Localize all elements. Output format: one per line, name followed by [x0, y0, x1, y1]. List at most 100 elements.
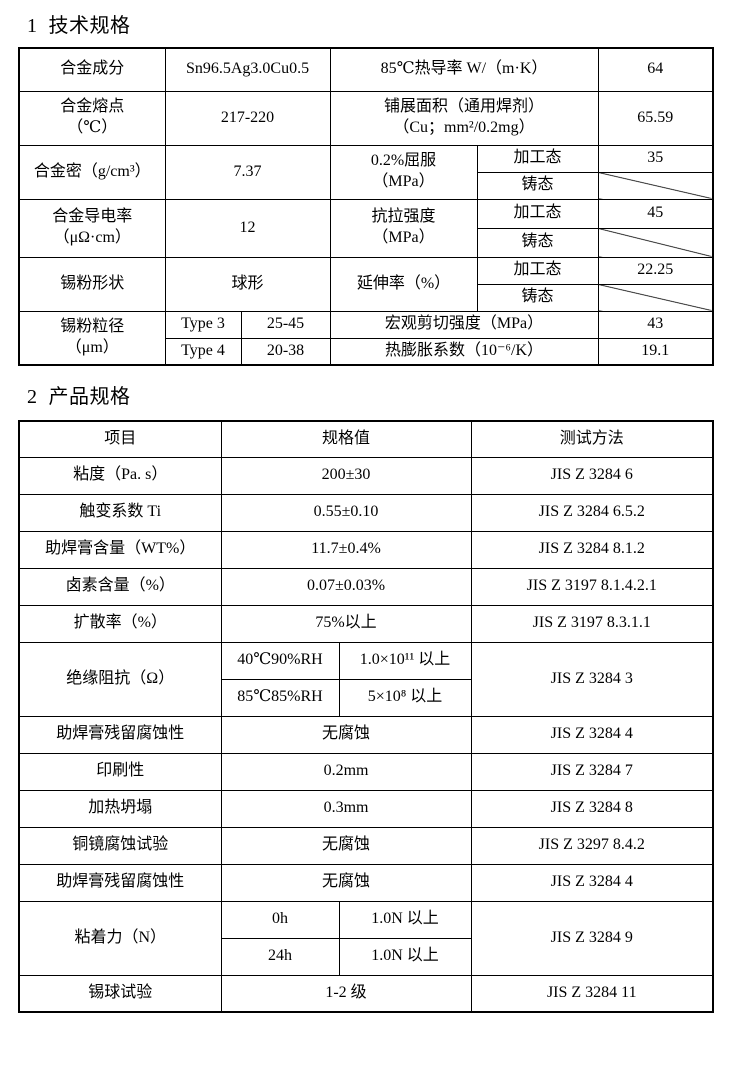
product-spec-table: 项目 规格值 测试方法 粘度（Pa. s） 200±30 JIS Z 3284 …: [18, 420, 715, 1013]
cell-printability-method: JIS Z 3284 7: [470, 752, 714, 791]
yield-strength-label-line2: （MPa）: [372, 173, 435, 190]
cell-density-label: 合金密（g/cm³）: [18, 144, 166, 200]
table-row: 粘度（Pa. s） 200±30 JIS Z 3284 6: [18, 456, 714, 495]
table-row: Type 4 20-38 热膨胀系数（10⁻⁶/K） 19.1: [19, 337, 714, 366]
cell-tensile-strength-label: 抗拉强度 （MPa）: [329, 198, 478, 258]
cell-tack-cond1: 0h: [220, 900, 340, 939]
particle-size-label-line1: 锡粉粒径: [60, 317, 125, 335]
cell-particle-type4-range: 20-38: [240, 337, 331, 366]
spread-area-label-line2: （Cu；mm²/0.2mg）: [393, 119, 535, 136]
spread-area-label-line1: 铺展面积（通用焊剂）: [383, 98, 544, 116]
cell-insulation-cond2: 85℃85%RH: [220, 678, 340, 717]
cell-thermal-conductivity-label: 85℃热导率 W/（m·K）: [329, 47, 599, 92]
cell-insulation-item: 绝缘阻抗（Ω）: [18, 641, 222, 717]
cell-residue-corrosion1-spec: 无腐蚀: [220, 715, 472, 754]
tech-spec-table: 合金成分 Sn96.5Ag3.0Cu0.5 85℃热导率 W/（m·K） 64 …: [18, 47, 714, 366]
cell-spread-rate-method: JIS Z 3197 8.3.1.1: [470, 604, 714, 643]
cell-copper-mirror-item: 铜镜腐蚀试验: [18, 826, 222, 865]
cell-printability-spec: 0.2mm: [220, 752, 472, 791]
cell-resistivity-value: 12: [164, 198, 331, 258]
cell-heat-slump-item: 加热坍塌: [18, 789, 222, 828]
cell-solder-ball-item: 锡球试验: [18, 974, 222, 1013]
cell-cte-label: 热膨胀系数（10⁻⁶/K）: [329, 337, 599, 366]
table-header-row: 项目 规格值 测试方法: [18, 420, 714, 458]
cell-melting-point-label: 合金熔点 （℃）: [18, 90, 166, 146]
cell-residue-corrosion2-spec: 无腐蚀: [220, 863, 472, 902]
cell-thermal-conductivity-value: 64: [597, 47, 714, 92]
cell-density-value: 7.37: [164, 144, 331, 200]
cell-particle-type3-range: 25-45: [240, 310, 331, 339]
cell-residue-corrosion2-item: 助焊膏残留腐蚀性: [18, 863, 222, 902]
cell-alloy-composition-value: Sn96.5Ag3.0Cu0.5: [164, 47, 331, 92]
table-row: 绝缘阻抗（Ω） 40℃90%RH 1.0×10¹¹ 以上 JIS Z 3284 …: [18, 641, 714, 717]
cell-printability-item: 印刷性: [18, 752, 222, 791]
cell-cte-value: 19.1: [597, 337, 714, 366]
cell-thixotropy-method: JIS Z 3284 6.5.2: [470, 493, 714, 532]
cell-residue-corrosion1-item: 助焊膏残留腐蚀性: [18, 715, 222, 754]
cell-residue-corrosion2-method: JIS Z 3284 4: [470, 863, 714, 902]
table-row: 助焊膏含量（WT%） 11.7±0.4% JIS Z 3284 8.1.2: [18, 530, 714, 569]
table-row: 锡球试验 1-2 级 JIS Z 3284 11: [18, 974, 714, 1013]
header-spec-value: 规格值: [220, 420, 472, 458]
cell-melting-point-value: 217-220: [164, 90, 331, 146]
resistivity-label-line1: 合金导电率: [52, 208, 133, 226]
melting-point-label-line2: （℃）: [67, 119, 118, 136]
table-row: 铸态: [19, 283, 714, 312]
table-row: 加热坍塌 0.3mm JIS Z 3284 8: [18, 789, 714, 828]
cell-insulation-cond1: 40℃90%RH: [220, 641, 340, 680]
table-row: 锡粉形状 球形 延伸率（%） 加工态 22.25: [18, 256, 714, 312]
cell-insulation-method: JIS Z 3284 3: [470, 641, 714, 717]
cell-tack-val1: 1.0N 以上: [338, 900, 472, 939]
table-row: 卤素含量（%） 0.07±0.03% JIS Z 3197 8.1.4.2.1: [18, 567, 714, 606]
cell-elongation-wrought-state-label: 加工态: [476, 256, 599, 285]
cell-tack-cond2: 24h: [220, 937, 340, 976]
cell-halogen-method: JIS Z 3197 8.1.4.2.1: [470, 567, 714, 606]
cell-viscosity-spec: 200±30: [220, 456, 472, 495]
cell-powder-shape-value: 球形: [164, 256, 331, 312]
cell-spread-area-label: 铺展面积（通用焊剂） （Cu；mm²/0.2mg）: [329, 90, 599, 146]
cell-residue-corrosion1-method: JIS Z 3284 4: [470, 715, 714, 754]
cell-tack-item: 粘着力（N）: [18, 900, 222, 976]
melting-point-label-line1: 合金熔点: [60, 98, 125, 116]
table-row: 铸态: [19, 171, 714, 200]
cell-elongation-cast-state-label: 铸态: [476, 283, 599, 312]
cell-alloy-composition-label: 合金成分: [18, 47, 166, 92]
cell-heat-slump-spec: 0.3mm: [220, 789, 472, 828]
table-row: 触变系数 Ti 0.55±0.10 JIS Z 3284 6.5.2: [18, 493, 714, 532]
document-page: 1 技术规格 合金成分 Sn96.5Ag3.0Cu0.5 85℃热导率 W/（m…: [0, 9, 730, 1013]
table-row: 合金成分 Sn96.5Ag3.0Cu0.5 85℃热导率 W/（m·K） 64: [18, 47, 714, 92]
cell-shear-strength-label: 宏观剪切强度（MPa）: [329, 310, 599, 339]
table-row: 助焊膏残留腐蚀性 无腐蚀 JIS Z 3284 4: [18, 715, 714, 754]
cell-particle-type4-label: Type 4: [164, 337, 242, 366]
cell-resistivity-label: 合金导电率 （μΩ·cm）: [18, 198, 166, 258]
cell-thixotropy-item: 触变系数 Ti: [18, 493, 222, 532]
cell-solder-ball-spec: 1-2 级: [220, 974, 472, 1013]
cell-spread-rate-spec: 75%以上: [220, 604, 472, 643]
cell-particle-type3-label: Type 3: [164, 310, 242, 339]
cell-copper-mirror-spec: 无腐蚀: [220, 826, 472, 865]
cell-tensile-cast-state-label: 铸态: [476, 227, 599, 258]
cell-tensile-wrought-value: 45: [597, 198, 714, 229]
cell-viscosity-item: 粘度（Pa. s）: [18, 456, 222, 495]
cell-solder-ball-method: JIS Z 3284 11: [470, 974, 714, 1013]
header-test-method: 测试方法: [470, 420, 714, 458]
table-row: 合金密（g/cm³） 7.37 0.2%屈服 （MPa） 加工态 35: [18, 144, 714, 200]
cell-powder-shape-label: 锡粉形状: [18, 256, 166, 312]
table-row: 铜镜腐蚀试验 无腐蚀 JIS Z 3297 8.4.2: [18, 826, 714, 865]
cell-copper-mirror-method: JIS Z 3297 8.4.2: [470, 826, 714, 865]
cell-viscosity-method: JIS Z 3284 6: [470, 456, 714, 495]
cell-insulation-val1: 1.0×10¹¹ 以上: [338, 641, 472, 680]
cell-particle-size-label: 锡粉粒径 （μm）: [18, 310, 166, 366]
cell-elongation-wrought-value: 22.25: [597, 256, 714, 285]
cell-insulation-val2: 5×10⁸ 以上: [338, 678, 472, 717]
cell-tack-method: JIS Z 3284 9: [470, 900, 714, 976]
cell-yield-strength-label: 0.2%屈服 （MPa）: [329, 144, 478, 200]
table-row: 印刷性 0.2mm JIS Z 3284 7: [18, 752, 714, 791]
cell-thixotropy-spec: 0.55±0.10: [220, 493, 472, 532]
cell-yield-wrought-value: 35: [597, 144, 714, 173]
cell-yield-cast-state-label: 铸态: [476, 171, 599, 200]
table-row: 85℃85%RH 5×10⁸ 以上: [19, 678, 713, 717]
cell-shear-strength-value: 43: [597, 310, 714, 339]
cell-elongation-cast-value-slash: [597, 283, 714, 312]
cell-elongation-label: 延伸率（%）: [329, 256, 478, 312]
